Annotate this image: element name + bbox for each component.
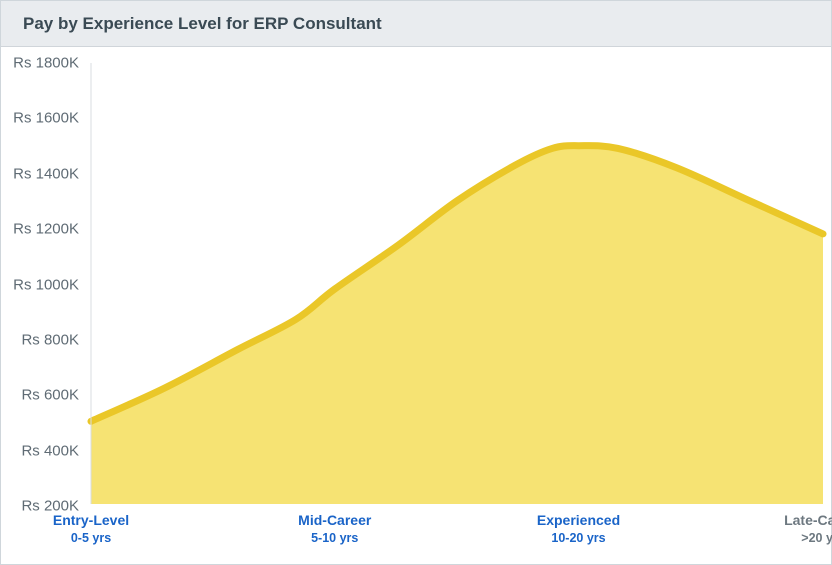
x-category-label[interactable]: Experienced 10-20 yrs [499,512,659,546]
plot-area [91,63,823,504]
y-tick-label: Rs 1600K [1,110,89,127]
x-category-sub: 10-20 yrs [499,531,659,546]
x-category-sub: >20 yrs [743,531,832,546]
y-tick-label: Rs 600K [1,387,89,404]
x-axis-labels: Entry-Level0-5 yrsMid-Career5-10 yrsExpe… [91,512,823,556]
area-chart-svg [91,63,823,504]
x-category-label: Late-Career >20 yrs [743,512,832,546]
chart-body: Rs 200KRs 400KRs 600KRs 800KRs 1000KRs 1… [1,47,831,564]
y-tick-label: Rs 800K [1,331,89,348]
x-category-name: Entry-Level [11,512,171,529]
y-tick-label: Rs 400K [1,442,89,459]
y-tick-label: Rs 1800K [1,55,89,72]
chart-card: Pay by Experience Level for ERP Consulta… [0,0,832,565]
y-tick-label: Rs 1200K [1,221,89,238]
y-tick-label: Rs 1400K [1,165,89,182]
y-tick-label: Rs 1000K [1,276,89,293]
x-category-sub: 5-10 yrs [255,531,415,546]
x-category-label[interactable]: Mid-Career 5-10 yrs [255,512,415,546]
chart-header: Pay by Experience Level for ERP Consulta… [1,1,831,47]
x-category-name: Mid-Career [255,512,415,529]
chart-title: Pay by Experience Level for ERP Consulta… [23,14,382,34]
x-category-sub: 0-5 yrs [11,531,171,546]
x-category-label[interactable]: Entry-Level 0-5 yrs [11,512,171,546]
x-category-name: Experienced [499,512,659,529]
x-category-name: Late-Career [743,512,832,529]
